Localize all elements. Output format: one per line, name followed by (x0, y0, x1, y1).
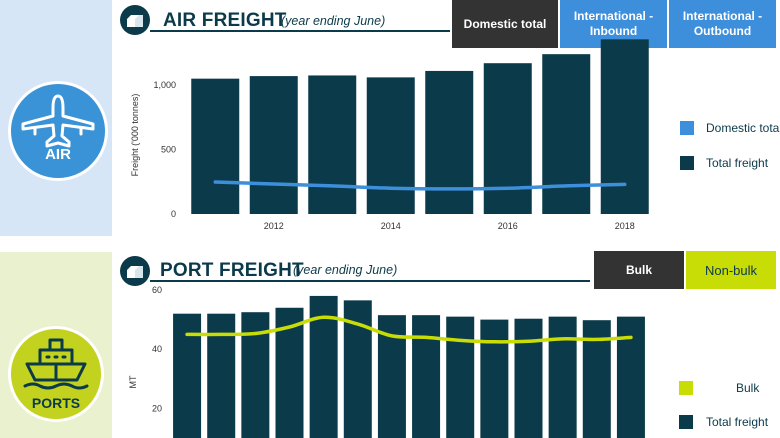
port-legend-swatch (679, 381, 693, 395)
air-line-series (213, 180, 627, 191)
port-y-tick-label: 40 (152, 344, 162, 354)
air-freight-title: AIR FREIGHT (163, 10, 287, 31)
air-y-tick-label: 500 (161, 145, 176, 155)
air-y-axis-label: Freight ('000 tonnes) (130, 94, 140, 177)
port-bar (446, 316, 475, 438)
air-x-tick-label: 2012 (264, 221, 284, 231)
port-legend-swatch (679, 415, 693, 429)
port-bar (548, 316, 577, 438)
port-bar (480, 319, 509, 438)
port-freight-subtitle: (year ending June) (293, 263, 398, 277)
air-bar (249, 76, 298, 214)
box-stack-icon (127, 15, 143, 27)
air-legend-swatch (680, 121, 694, 135)
port-bar (412, 315, 441, 438)
tab-bulk-label: Bulk (625, 262, 652, 277)
port-legend-label: Bulk (736, 381, 760, 395)
air-bar (366, 77, 415, 214)
port-bar (514, 318, 543, 438)
tab-international-inbound-label-2: Inbound (589, 24, 638, 38)
port-box-stack-icon (127, 266, 143, 278)
tab-domestic-total-label: Domestic total (463, 16, 547, 31)
air-legend-swatch (680, 156, 694, 170)
port-y-tick-label: 20 (152, 403, 162, 413)
air-y-tick-label: 1,000 (153, 80, 176, 90)
port-y-axis-label: MT (128, 375, 138, 388)
air-bar (425, 70, 474, 214)
air-freight-subtitle: (year ending June) (281, 14, 386, 28)
port-legend-label: Total freight (706, 415, 769, 429)
tab-domestic-total[interactable]: Domestic total (452, 0, 558, 48)
air-bar (308, 75, 357, 214)
freight-box-icon (120, 5, 150, 35)
air-bar (483, 63, 532, 215)
ports-badge-label: PORTS (31, 395, 81, 411)
air-x-tick-label: 2016 (498, 221, 518, 231)
air-legend-label: Domestic total (706, 121, 780, 135)
air-title-underline (150, 30, 450, 32)
ship-icon (23, 338, 89, 390)
airplane-icon (21, 94, 95, 148)
ports-badge: PORTS (8, 326, 104, 422)
port-bar (207, 313, 236, 438)
air-legend-label: Total freight (706, 156, 769, 170)
air-badge-label: AIR (45, 146, 71, 163)
tab-international-outbound[interactable]: International - Outbound (669, 0, 776, 48)
port-freight-title: PORT FREIGHT (160, 260, 304, 281)
port-freight-box-icon (120, 256, 150, 286)
air-bar (600, 39, 649, 214)
air-badge: AIR (8, 81, 108, 181)
tab-international-outbound-label-2: Outbound (693, 24, 752, 38)
tab-international-outbound-label-1: International - (682, 9, 763, 23)
port-bar (616, 316, 645, 438)
tab-international-inbound-label-1: International - (573, 9, 654, 23)
tab-bulk[interactable]: Bulk (594, 251, 684, 289)
port-line-series (185, 315, 633, 344)
air-x-tick-label: 2018 (615, 221, 635, 231)
air-x-tick-label: 2014 (381, 221, 401, 231)
air-bar (542, 54, 591, 214)
air-bar (191, 78, 240, 215)
tab-non-bulk-label: Non-bulk (704, 262, 758, 278)
port-bar (173, 313, 202, 438)
port-y-tick-label: 60 (152, 285, 162, 295)
port-title-underline (150, 280, 590, 282)
tab-non-bulk[interactable]: Non-bulk (686, 251, 776, 289)
air-y-tick-label: 0 (171, 209, 176, 219)
